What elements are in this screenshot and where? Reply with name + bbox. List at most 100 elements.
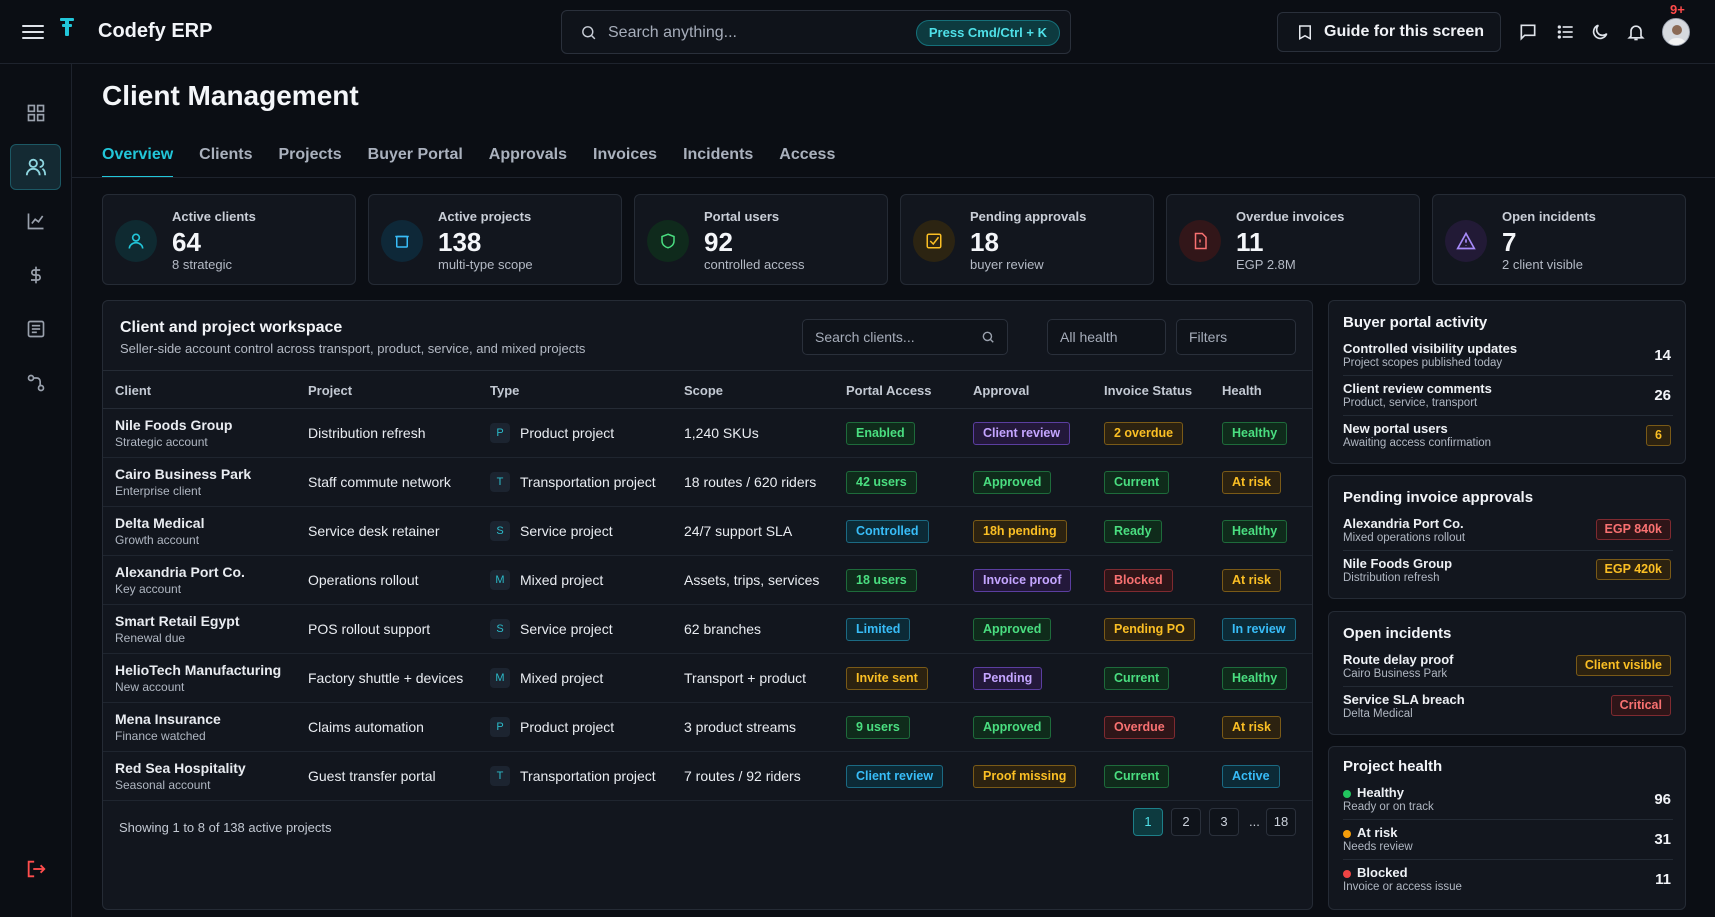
tab-approvals[interactable]: Approvals bbox=[488, 146, 568, 163]
tab-incidents[interactable]: Incidents bbox=[683, 146, 754, 163]
healthy-dot bbox=[1343, 790, 1351, 798]
stat-label: Overdue invoices bbox=[1236, 209, 1345, 224]
bell-icon[interactable] bbox=[1626, 22, 1646, 42]
tab-projects[interactable]: Projects bbox=[278, 146, 342, 163]
invoice-client[interactable]: Alexandria Port Co. bbox=[1343, 516, 1464, 531]
health-filter-select[interactable]: All health bbox=[1047, 319, 1166, 355]
connections-icon bbox=[27, 374, 44, 392]
client-name[interactable]: Alexandria Port Co. bbox=[115, 564, 245, 580]
table-row[interactable]: Alexandria Port Co. Key account Operations… bbox=[103, 556, 1312, 605]
col-project[interactable]: Project bbox=[308, 383, 353, 398]
moon-icon[interactable] bbox=[1590, 22, 1610, 42]
health-count: 31 bbox=[1654, 831, 1671, 848]
tab-overview[interactable]: Overview bbox=[102, 146, 174, 178]
logout-button[interactable] bbox=[10, 846, 61, 892]
col-scope[interactable]: Scope bbox=[684, 383, 724, 398]
activity-title: New portal users bbox=[1343, 421, 1448, 436]
list-icon[interactable] bbox=[1556, 22, 1576, 42]
guide-button[interactable]: Guide for this screen bbox=[1277, 12, 1501, 52]
side-rail bbox=[0, 64, 72, 917]
client-name[interactable]: Red Sea Hospitality bbox=[115, 760, 246, 776]
checkbox-icon bbox=[913, 220, 955, 262]
client-name[interactable]: Delta Medical bbox=[115, 515, 205, 531]
stat-card-open-incidents[interactable]: Open incidents 7 2 client visible bbox=[1432, 194, 1686, 285]
warning-icon bbox=[1445, 220, 1487, 262]
invoice-amount-badge: EGP 840k bbox=[1595, 519, 1671, 540]
invoice-client[interactable]: Nile Foods Group bbox=[1343, 556, 1453, 571]
tab-clients[interactable]: Clients bbox=[199, 146, 253, 163]
page-button-1[interactable]: 1 bbox=[1133, 808, 1163, 836]
menu-icon[interactable] bbox=[22, 22, 44, 42]
project-name: POS rollout support bbox=[308, 621, 431, 637]
page-button-18[interactable]: 18 bbox=[1266, 808, 1296, 836]
activity-value-badge: 6 bbox=[1646, 425, 1671, 446]
stat-sub: EGP 2.8M bbox=[1236, 257, 1296, 272]
tab-invoices[interactable]: Invoices bbox=[593, 146, 658, 163]
client-tier: New account bbox=[115, 680, 185, 694]
workspace-title: Client and project workspace bbox=[120, 319, 343, 336]
nav-dashboard[interactable] bbox=[10, 90, 61, 136]
stat-value: 11 bbox=[1236, 227, 1264, 257]
health-sub: Invoice or access issue bbox=[1343, 881, 1462, 893]
project-scope: 18 routes / 620 riders bbox=[684, 474, 817, 490]
nav-analytics[interactable] bbox=[10, 198, 61, 244]
invoice-project: Mixed operations rollout bbox=[1343, 532, 1466, 544]
table-row[interactable]: HelioTech Manufacturing New account Factor… bbox=[103, 654, 1312, 703]
stat-card-active-clients[interactable]: Active clients 64 8 strategic bbox=[102, 194, 356, 285]
project-scope: 3 product streams bbox=[684, 719, 797, 735]
divider bbox=[1343, 415, 1673, 416]
stat-card-portal-users[interactable]: Portal users 92 controlled access bbox=[634, 194, 888, 285]
page-button-2[interactable]: 2 bbox=[1171, 808, 1201, 836]
col-client[interactable]: Client bbox=[115, 383, 152, 398]
project-type-icon: S bbox=[490, 521, 510, 541]
nav-finance[interactable] bbox=[10, 252, 61, 298]
chat-icon[interactable] bbox=[1518, 22, 1538, 42]
filters-button[interactable]: Filters bbox=[1176, 319, 1296, 355]
nav-integrations[interactable] bbox=[10, 360, 61, 406]
stat-value: 138 bbox=[438, 227, 482, 257]
project-type-icon: P bbox=[490, 717, 510, 737]
client-name[interactable]: Mena Insurance bbox=[115, 711, 221, 727]
col-health[interactable]: Health bbox=[1222, 383, 1262, 398]
tab-access[interactable]: Access bbox=[779, 146, 836, 163]
client-name[interactable]: Cairo Business Park bbox=[115, 466, 252, 482]
page-button-3[interactable]: 3 bbox=[1209, 808, 1239, 836]
col-portal-access[interactable]: Portal Access bbox=[846, 383, 932, 398]
client-name[interactable]: Nile Foods Group bbox=[115, 417, 233, 433]
table-row[interactable]: Delta Medical Growth account Service desk … bbox=[103, 507, 1312, 556]
incident-title[interactable]: Service SLA breach bbox=[1343, 692, 1465, 707]
client-name[interactable]: HelioTech Manufacturing bbox=[115, 662, 282, 678]
table-row[interactable]: Mena Insurance Finance watched Claims auto… bbox=[103, 703, 1312, 752]
nav-documents[interactable] bbox=[10, 306, 61, 352]
stat-card-active-projects[interactable]: Active projects 138 multi-type scope bbox=[368, 194, 622, 285]
global-search[interactable]: Search anything... Press Cmd/Ctrl + K bbox=[561, 10, 1071, 54]
col-approval[interactable]: Approval bbox=[973, 383, 1030, 398]
portal-access-badge: Invite sent bbox=[846, 667, 928, 690]
grid-icon bbox=[27, 104, 44, 122]
incident-title[interactable]: Route delay proof bbox=[1343, 652, 1454, 667]
client-name[interactable]: Smart Retail Egypt bbox=[115, 613, 240, 629]
approval-badge: Proof missing bbox=[973, 765, 1077, 788]
project-type: Transportation project bbox=[520, 474, 656, 490]
divider bbox=[1343, 375, 1673, 376]
table-row[interactable]: Nile Foods Group Strategic account Distrib… bbox=[103, 409, 1312, 458]
nav-clients[interactable] bbox=[10, 144, 61, 190]
pagination-summary: Showing 1 to 8 of 138 active projects bbox=[119, 820, 332, 835]
project-name: Claims automation bbox=[308, 719, 424, 735]
col-type[interactable]: Type bbox=[490, 383, 520, 398]
stat-label: Active projects bbox=[438, 209, 532, 224]
table-row[interactable]: Cairo Business Park Enterprise client Staf… bbox=[103, 458, 1312, 507]
notification-count: 9+ bbox=[1670, 2, 1685, 17]
table-row[interactable]: Smart Retail Egypt Renewal due POS rollout… bbox=[103, 605, 1312, 654]
stat-card-pending-approvals[interactable]: Pending approvals 18 buyer review bbox=[900, 194, 1154, 285]
col-invoice-status[interactable]: Invoice Status bbox=[1104, 383, 1193, 398]
stat-card-overdue-invoices[interactable]: Overdue invoices 11 EGP 2.8M bbox=[1166, 194, 1420, 285]
portal-access-badge: Controlled bbox=[846, 520, 929, 543]
client-search-input[interactable]: Search clients... bbox=[802, 319, 1008, 355]
avatar[interactable] bbox=[1662, 18, 1690, 46]
table-row[interactable]: Red Sea Hospitality Seasonal account Guest… bbox=[103, 752, 1312, 801]
tab-buyer-portal[interactable]: Buyer Portal bbox=[367, 146, 463, 163]
divider bbox=[1343, 550, 1673, 551]
card-title: Open incidents bbox=[1343, 625, 1452, 642]
table-header: Client Project Type Scope Portal Access … bbox=[103, 370, 1312, 409]
